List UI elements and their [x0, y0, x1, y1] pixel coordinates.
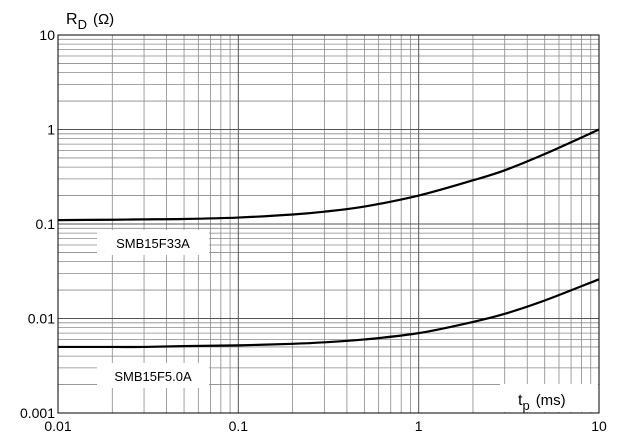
- x-tick-label: 0.1: [229, 418, 249, 434]
- x-axis-label: tp (ms): [518, 392, 566, 413]
- x-tick-labels: 0.01 0.1 1 10: [44, 418, 607, 434]
- x-axis-label-main: t: [518, 392, 523, 409]
- y-tick-label: 0.001: [20, 405, 55, 421]
- y-tick-label: 0.01: [28, 311, 55, 327]
- series-label-box: [97, 363, 209, 388]
- y-axis-label-main: R: [66, 11, 78, 28]
- y-axis-label-unit: (Ω): [93, 11, 114, 28]
- series-label: SMB15F33A: [116, 236, 190, 251]
- x-tick-label: 10: [591, 418, 607, 434]
- series-label-boxes: SMB15F33A SMB15F5.0A: [97, 230, 209, 388]
- series-lines: [57, 128, 600, 349]
- plot-frame: [57, 34, 600, 414]
- series-label-box: [97, 230, 209, 255]
- x-axis-label-box: [500, 384, 598, 412]
- y-axis-label: RD (Ω): [66, 11, 114, 32]
- y-tick-label: 10: [39, 27, 55, 43]
- y-tick-labels: 0.001 0.01 0.1 1 10: [20, 27, 55, 421]
- series-label: SMB15F5.0A: [114, 369, 192, 384]
- x-axis-label-sub: p: [522, 398, 529, 413]
- x-tick-label: 0.01: [44, 418, 71, 434]
- y-tick-label: 1: [47, 122, 55, 138]
- series-line: [58, 278, 600, 349]
- y-axis-label-sub: D: [78, 17, 87, 32]
- y-tick-label: 0.1: [36, 216, 56, 232]
- x-tick-label: 1: [415, 418, 423, 434]
- major-gridlines: [58, 35, 599, 413]
- series-line: [57, 128, 600, 222]
- x-axis-label-unit: (ms): [536, 392, 566, 409]
